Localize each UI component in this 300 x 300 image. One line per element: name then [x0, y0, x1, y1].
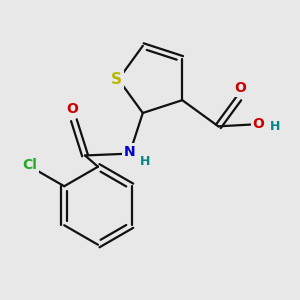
Text: S: S [111, 72, 122, 87]
Text: N: N [124, 145, 135, 159]
Text: O: O [235, 81, 247, 95]
Text: H: H [270, 120, 280, 133]
Text: H: H [140, 155, 150, 168]
Text: O: O [253, 117, 264, 131]
Text: O: O [66, 102, 78, 116]
Text: Cl: Cl [22, 158, 37, 172]
